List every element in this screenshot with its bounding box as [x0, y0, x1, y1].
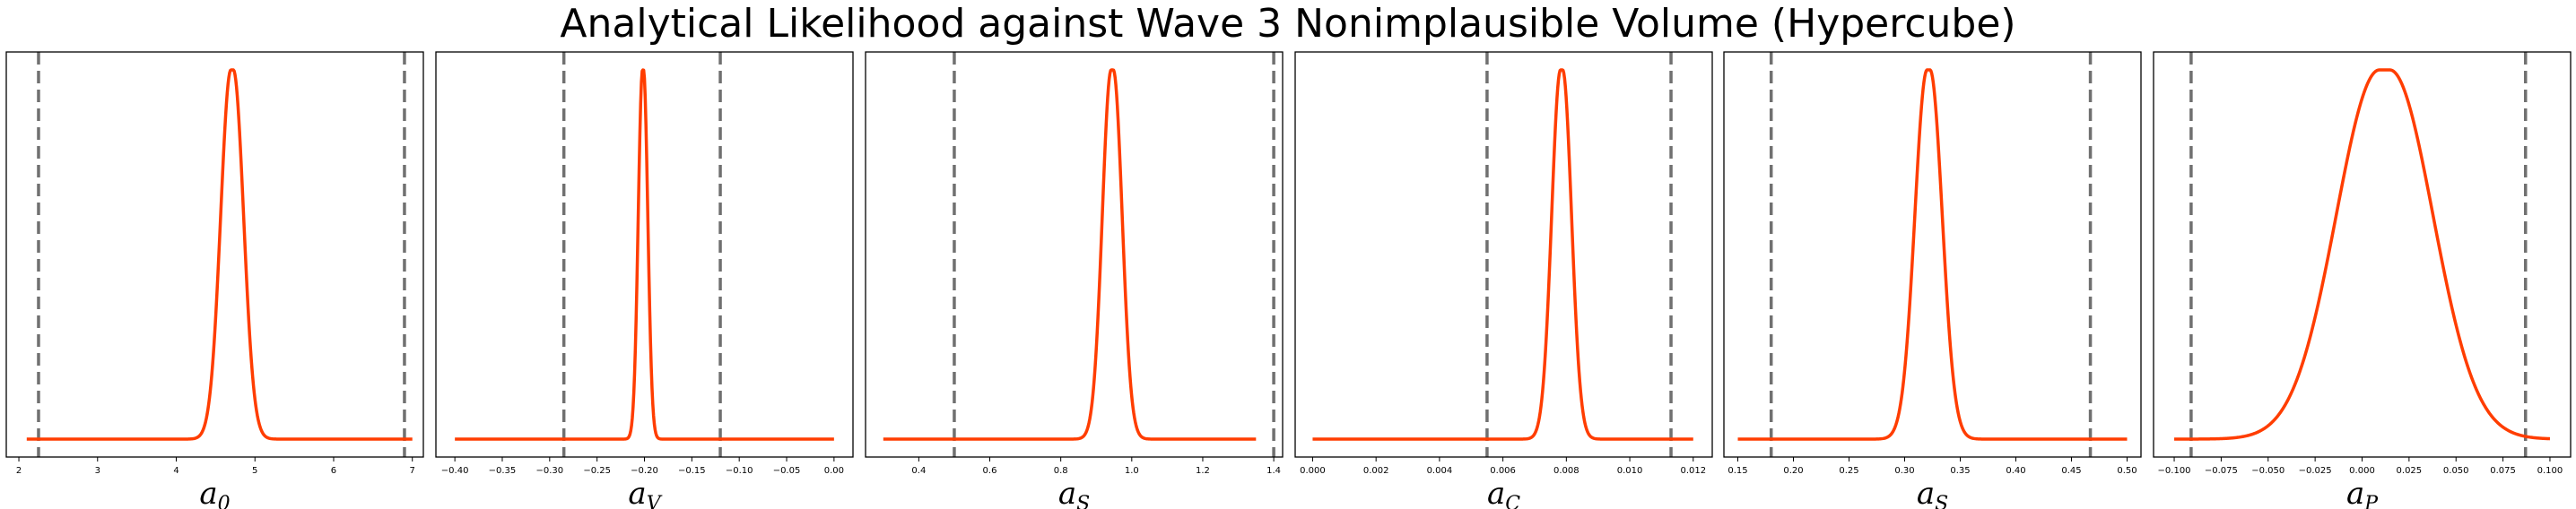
likelihood-curve [1736, 68, 2128, 441]
x-tick-label: 3 [95, 466, 100, 476]
x-tick-label: −0.20 [631, 466, 658, 476]
plot-frame [2153, 51, 2572, 458]
x-tick-label: 0.006 [1490, 466, 1516, 476]
x-tick-label: 0.6 [983, 466, 997, 476]
x-tick-label: 0.000 [1300, 466, 1326, 476]
x-tick-label: −0.10 [726, 466, 753, 476]
likelihood-curve [2173, 68, 2551, 441]
x-tick-label: 0.40 [2006, 466, 2025, 476]
x-tick-label: 0.010 [1617, 466, 1643, 476]
x-tick-label: 0.15 [1727, 466, 1747, 476]
x-tick-label: −0.25 [583, 466, 611, 476]
x-tick-label: 0.20 [1783, 466, 1803, 476]
x-tick-label: 0.008 [1553, 466, 1580, 476]
x-tick-label: 0.50 [2117, 466, 2137, 476]
figure-title: Analytical Likelihood against Wave 3 Non… [560, 1, 2016, 47]
x-tick-label: 6 [331, 466, 336, 476]
x-tick-label: 0.050 [2443, 466, 2469, 476]
x-tick-label: −0.05 [773, 466, 801, 476]
x-tick-label: 0.002 [1363, 466, 1389, 476]
likelihood-curve [25, 68, 413, 441]
x-axis-label: aV [628, 476, 662, 509]
plot-frame [1723, 51, 2142, 458]
x-tick-label: −0.025 [2299, 466, 2332, 476]
x-tick-label: 2 [16, 466, 22, 476]
x-tick-label: −0.100 [2158, 466, 2191, 476]
x-tick-label: 0.35 [1950, 466, 1970, 476]
x-tick-label: 0.8 [1054, 466, 1068, 476]
x-tick-label: 0.000 [2349, 466, 2375, 476]
x-tick-label: −0.15 [678, 466, 706, 476]
x-tick-label: −0.050 [2251, 466, 2284, 476]
x-tick-label: 0.25 [1839, 466, 1858, 476]
likelihood-curve [1311, 68, 1694, 441]
x-tick-label: 0.100 [2537, 466, 2563, 476]
x-tick-label: −0.30 [535, 466, 563, 476]
x-axis-label: a0 [199, 476, 230, 509]
subplot-1: 2 3 4 5 6 7 a0 [5, 51, 424, 509]
x-tick-label: 0.00 [824, 466, 844, 476]
x-tick-label: 1.0 [1125, 466, 1139, 476]
plot-frame [5, 51, 424, 458]
x-tick-label: 4 [173, 466, 178, 476]
x-axis-label: aC [1487, 476, 1520, 509]
x-tick-label: 0.012 [1680, 466, 1706, 476]
subplot-4: 0.000 0.002 0.004 0.006 0.008 0.010 0.012 aC [1294, 51, 1713, 509]
likelihood-curve [882, 68, 1258, 441]
x-tick-label: 0.025 [2397, 466, 2423, 476]
x-axis-label: aS [1917, 476, 1948, 509]
plot-frame [1294, 51, 1713, 458]
x-axis-label: aP [2346, 476, 2379, 509]
x-tick-label: 0.004 [1427, 466, 1453, 476]
x-axis-label: aS [1058, 476, 1090, 509]
x-tick-label: −0.40 [441, 466, 469, 476]
x-tick-label: 5 [252, 466, 257, 476]
x-tick-label: 7 [410, 466, 415, 476]
x-tick-label: 0.45 [2061, 466, 2081, 476]
subplot-2: −0.40 −0.35 −0.30 −0.25 −0.20 −0.15 −0.10 −0.05… [435, 51, 854, 509]
x-tick-label: −0.075 [2205, 466, 2238, 476]
subplot-3: 0.4 0.6 0.8 1.0 1.2 1.4 aS [865, 51, 1284, 509]
plot-frame [865, 51, 1284, 458]
subplot-6: −0.100 −0.075 −0.050 −0.025 0.000 0.025 0.050 0… [2153, 51, 2572, 509]
subplot-5: 0.15 0.20 0.25 0.30 0.35 0.40 0.45 0.50 aS [1723, 51, 2142, 509]
x-tick-label: 1.4 [1266, 466, 1281, 476]
likelihood-curve [454, 68, 835, 441]
x-tick-label: 0.30 [1894, 466, 1914, 476]
x-tick-label: 1.2 [1196, 466, 1210, 476]
x-tick-label: 0.4 [911, 466, 926, 476]
x-tick-label: −0.35 [489, 466, 517, 476]
x-tick-label: 0.075 [2490, 466, 2516, 476]
